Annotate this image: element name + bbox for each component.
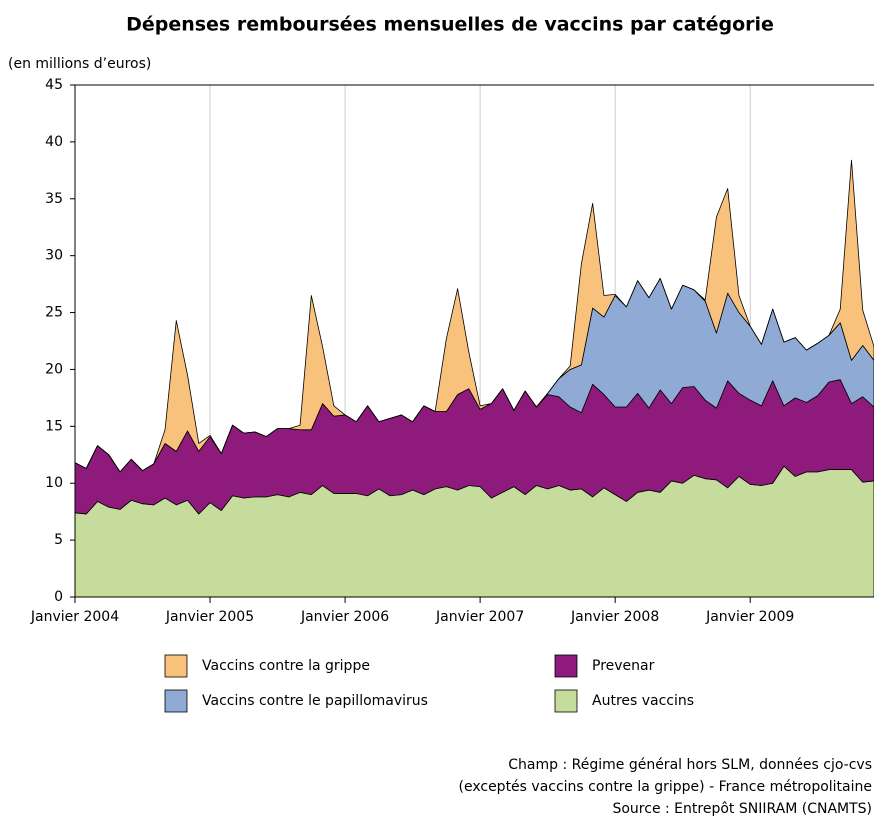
y-tick-label: 15 [45, 418, 63, 434]
legend-label: Prevenar [592, 658, 655, 674]
x-tick-label: Janvier 2009 [705, 609, 794, 625]
legend-swatch [164, 689, 188, 713]
y-tick-label: 40 [45, 134, 63, 150]
legend-swatch [554, 689, 578, 713]
y-tick-label: 10 [45, 475, 63, 491]
footnote: Source : Entrepôt SNIIRAM (CNAMTS) [612, 801, 872, 816]
legend-label: Vaccins contre le papillomavirus [202, 693, 428, 709]
x-tick-label: Janvier 2007 [435, 609, 524, 625]
y-tick-label: 25 [45, 305, 63, 321]
chart-title: Dépenses remboursées mensuelles de vacci… [126, 14, 774, 36]
x-tick-label: Janvier 2006 [300, 609, 389, 625]
x-tick-label: Janvier 2005 [165, 609, 254, 625]
y-tick-label: 0 [54, 589, 63, 605]
footnote: Champ : Régime général hors SLM, données… [508, 757, 872, 773]
legend-label: Autres vaccins [592, 693, 694, 709]
y-tick-label: 45 [45, 77, 63, 93]
legend-swatch [164, 654, 188, 678]
y-tick-label: 30 [45, 248, 63, 264]
plot-frame [74, 84, 874, 598]
footnote: (exceptés vaccins contre la grippe) - Fr… [459, 779, 873, 795]
y-axis-label: (en millions d’euros) [8, 56, 151, 72]
area [74, 159, 874, 473]
legend-label: Vaccins contre la grippe [202, 658, 370, 674]
x-tick-label: Janvier 2008 [570, 609, 659, 625]
x-tick-label: Janvier 2004 [30, 609, 119, 625]
y-tick-label: 35 [45, 191, 63, 207]
y-tick-label: 20 [45, 361, 63, 377]
legend-swatch [554, 654, 578, 678]
y-tick-label: 5 [54, 532, 63, 548]
